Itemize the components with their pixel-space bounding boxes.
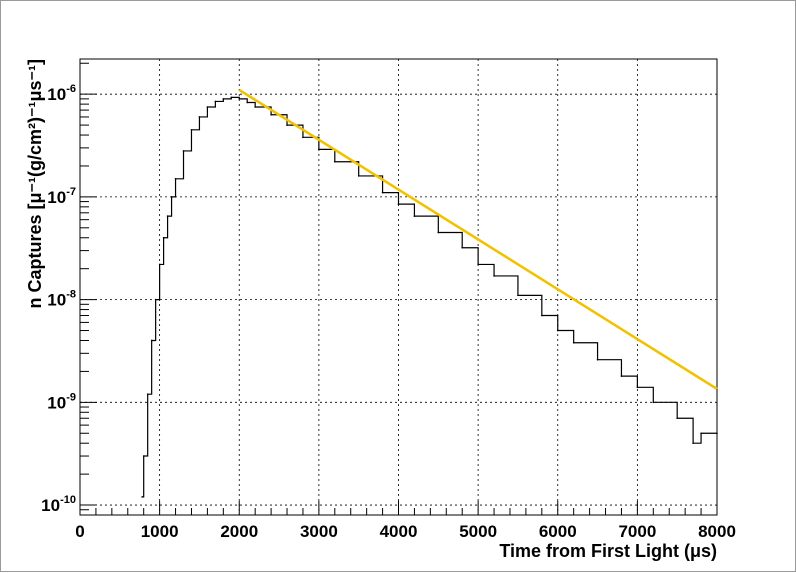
x-tick-label: 6000 — [539, 522, 577, 541]
y-tick-exponent: -9 — [66, 391, 76, 403]
histogram-point — [318, 148, 320, 151]
y-tick-base: 10 — [41, 496, 60, 515]
histogram-point — [541, 314, 543, 317]
histogram-point — [141, 496, 143, 498]
y-tick-label: 10-8 — [47, 289, 76, 310]
histogram-point — [716, 432, 718, 435]
histogram-point — [162, 236, 165, 239]
tick-marks — [79, 62, 718, 516]
y-tick-base: 10 — [47, 291, 66, 310]
y-tick-label: 10-9 — [47, 391, 76, 412]
x-tick-label: 4000 — [380, 522, 418, 541]
histogram-point — [596, 358, 599, 361]
histogram-point — [190, 128, 193, 131]
x-tick-label: 8000 — [698, 522, 736, 541]
histogram-point — [493, 275, 495, 277]
y-tick-base: 10 — [47, 188, 66, 207]
y-tick-base: 10 — [47, 85, 66, 104]
y-tick-exponent: -10 — [60, 494, 76, 506]
histogram-point — [556, 329, 559, 332]
x-tick-label: 5000 — [459, 522, 497, 541]
histogram-point — [198, 116, 201, 118]
histogram-point — [286, 124, 288, 126]
histogram-point — [517, 294, 519, 297]
histogram-point — [692, 442, 694, 445]
histogram-point — [174, 178, 177, 180]
histogram-point — [620, 375, 623, 377]
y-tick-exponent: -8 — [66, 289, 76, 301]
histogram-point — [170, 196, 173, 198]
histogram-point — [477, 263, 479, 266]
histogram-point — [270, 113, 272, 116]
histogram-point — [437, 231, 440, 234]
x-tick-label: 1000 — [141, 522, 179, 541]
histogram-point — [700, 432, 702, 435]
histogram-point — [166, 215, 169, 217]
y-tick-exponent: -7 — [66, 186, 76, 198]
x-axis-title: Time from First Light (μs) — [499, 541, 717, 561]
histogram-point — [238, 98, 241, 100]
histogram-point — [222, 98, 225, 100]
histogram-point — [357, 175, 360, 177]
histogram-point — [461, 246, 464, 249]
histogram-point — [381, 191, 384, 194]
histogram-point — [246, 101, 249, 104]
histogram-point — [154, 298, 157, 301]
x-tick-label: 0 — [75, 522, 84, 541]
plot-area — [79, 58, 718, 516]
histogram-point — [636, 386, 639, 389]
series-group — [141, 88, 718, 498]
histogram-point — [572, 341, 575, 344]
histogram-point — [397, 203, 400, 205]
y-tick-label: 10-6 — [47, 83, 76, 104]
histogram-point — [230, 96, 233, 99]
x-tick-label: 7000 — [618, 522, 656, 541]
histogram-point — [652, 401, 655, 404]
x-tick-label: 3000 — [300, 522, 338, 541]
histogram-point — [158, 263, 161, 266]
histogram-point — [676, 417, 678, 420]
y-tick-label: 10-10 — [41, 494, 76, 515]
y-tick-label: 10-7 — [47, 186, 76, 207]
y-axis-title: n Captures [μ⁻¹(g/cm²)⁻¹μs⁻¹] — [25, 59, 45, 309]
histogram-point — [206, 106, 209, 108]
histogram-point — [214, 100, 217, 103]
fit-line — [238, 88, 718, 391]
y-tick-exponent: -6 — [66, 83, 76, 95]
histogram-point — [142, 455, 145, 457]
histogram-point — [334, 160, 336, 163]
x-tick-labels: 0 1000 2000 3000 4000 5000 6000 7000 8000 — [75, 522, 736, 541]
histogram-point — [254, 106, 256, 108]
histogram-point — [182, 150, 185, 152]
histogram-point — [150, 339, 153, 342]
grid — [80, 59, 717, 515]
histogram-point — [302, 136, 304, 139]
histogram-point — [146, 393, 149, 395]
y-tick-base: 10 — [47, 393, 66, 412]
histogram-point — [413, 215, 416, 217]
x-tick-label: 2000 — [220, 522, 258, 541]
